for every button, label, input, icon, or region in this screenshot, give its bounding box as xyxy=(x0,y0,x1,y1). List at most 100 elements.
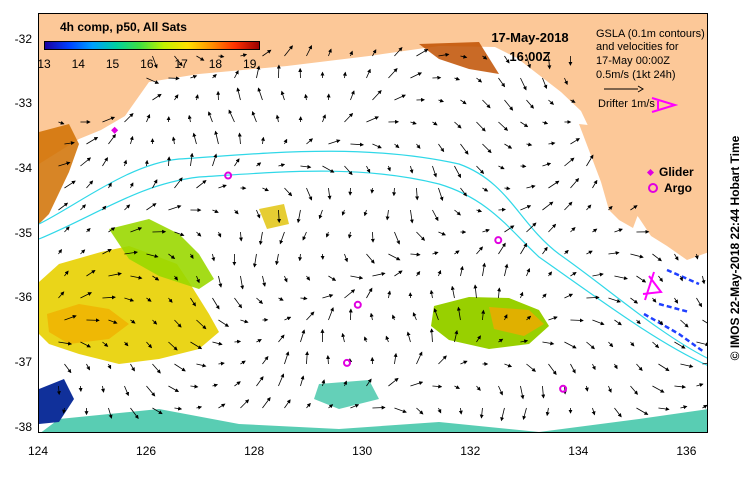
current-vector xyxy=(366,253,375,264)
current-vector xyxy=(174,406,183,411)
argo-float-marker[interactable] xyxy=(342,358,351,367)
current-vector xyxy=(58,291,65,299)
argo-float-marker[interactable] xyxy=(559,384,568,393)
current-vector xyxy=(438,143,445,153)
current-vector xyxy=(548,223,557,233)
current-vector xyxy=(218,54,225,59)
sst-patch-coast-sa xyxy=(419,42,499,74)
current-vector xyxy=(146,203,157,211)
current-vector xyxy=(658,363,670,372)
sst-patch-nw xyxy=(39,124,79,224)
sst-patch-south xyxy=(41,409,707,432)
current-vector xyxy=(454,121,462,129)
current-vector xyxy=(124,341,129,347)
current-vector xyxy=(218,275,223,288)
current-vector xyxy=(236,87,241,101)
current-vector xyxy=(564,293,574,299)
current-vector xyxy=(86,269,96,277)
current-vector xyxy=(102,116,116,123)
current-vector xyxy=(306,187,313,201)
glider-marker[interactable] xyxy=(111,126,119,134)
current-vector xyxy=(498,242,506,255)
x-axis-tick-label: 128 xyxy=(244,444,265,458)
current-vector xyxy=(570,177,580,189)
current-vector xyxy=(438,355,447,365)
glider-markers xyxy=(111,126,119,134)
current-vector xyxy=(679,275,684,282)
current-vector xyxy=(262,187,269,192)
current-vector xyxy=(586,204,592,211)
current-vector xyxy=(547,55,552,70)
current-vector xyxy=(482,55,488,60)
current-vector xyxy=(450,285,455,299)
current-vector xyxy=(102,248,112,255)
x-axis-tick-label: 132 xyxy=(460,444,481,458)
current-vector xyxy=(196,231,202,237)
current-vector xyxy=(146,385,156,397)
current-vector xyxy=(58,161,71,167)
argo-float-marker[interactable] xyxy=(353,300,362,309)
current-vector xyxy=(394,143,400,149)
current-vector xyxy=(146,77,160,84)
current-vector xyxy=(498,121,509,131)
current-vector xyxy=(564,77,568,86)
current-vector xyxy=(520,121,529,128)
current-vector xyxy=(658,275,663,282)
current-vector xyxy=(454,209,461,216)
current-vector xyxy=(652,253,662,262)
current-vector xyxy=(613,363,618,370)
current-vector xyxy=(58,120,65,125)
current-vector xyxy=(174,177,183,189)
current-vector xyxy=(412,312,417,321)
current-vector xyxy=(680,319,689,328)
x-axis-tick-label: 130 xyxy=(352,444,373,458)
current-vector xyxy=(168,341,178,351)
current-vector xyxy=(570,138,580,145)
x-axis-tick-label: 126 xyxy=(136,444,157,458)
current-vector xyxy=(284,316,292,321)
current-vector xyxy=(476,208,483,213)
current-vector xyxy=(652,385,665,393)
colorbar xyxy=(44,41,260,50)
current-vector xyxy=(460,54,468,59)
current-vector xyxy=(570,99,576,103)
current-vector xyxy=(174,363,186,372)
current-vector xyxy=(102,157,108,167)
current-vector xyxy=(86,227,91,233)
current-vector xyxy=(252,253,257,268)
argo-float-marker[interactable] xyxy=(224,171,233,180)
current-vector xyxy=(520,242,528,255)
current-vector xyxy=(636,319,641,325)
current-vector xyxy=(108,133,116,145)
current-vector xyxy=(306,311,315,321)
current-vector xyxy=(586,154,594,167)
map-panel[interactable] xyxy=(38,13,708,433)
current-vector xyxy=(416,270,421,277)
current-vector xyxy=(341,209,346,216)
current-vector xyxy=(456,306,461,321)
current-vector xyxy=(482,99,491,109)
sst-patch-small-b xyxy=(314,380,379,409)
current-vector xyxy=(130,275,143,280)
current-vector xyxy=(168,297,173,303)
current-vector xyxy=(498,385,503,396)
current-vector xyxy=(344,289,356,299)
current-vector xyxy=(234,381,241,387)
current-vector xyxy=(526,55,531,69)
legend-glider-label: Glider xyxy=(659,165,694,179)
current-vector xyxy=(152,93,162,101)
current-vector xyxy=(636,275,647,283)
argo-float-marker[interactable] xyxy=(494,236,503,245)
current-vector xyxy=(284,187,293,197)
current-vector xyxy=(278,163,286,168)
current-vector xyxy=(212,297,220,310)
date-label: 17-May-2018 xyxy=(491,30,569,45)
current-vector xyxy=(279,231,285,245)
current-vector xyxy=(343,380,348,387)
current-vector xyxy=(438,98,445,103)
current-vector xyxy=(652,341,660,349)
current-vector xyxy=(416,143,421,149)
current-vector xyxy=(212,209,219,213)
current-vector xyxy=(64,315,77,321)
current-vector xyxy=(520,205,532,211)
